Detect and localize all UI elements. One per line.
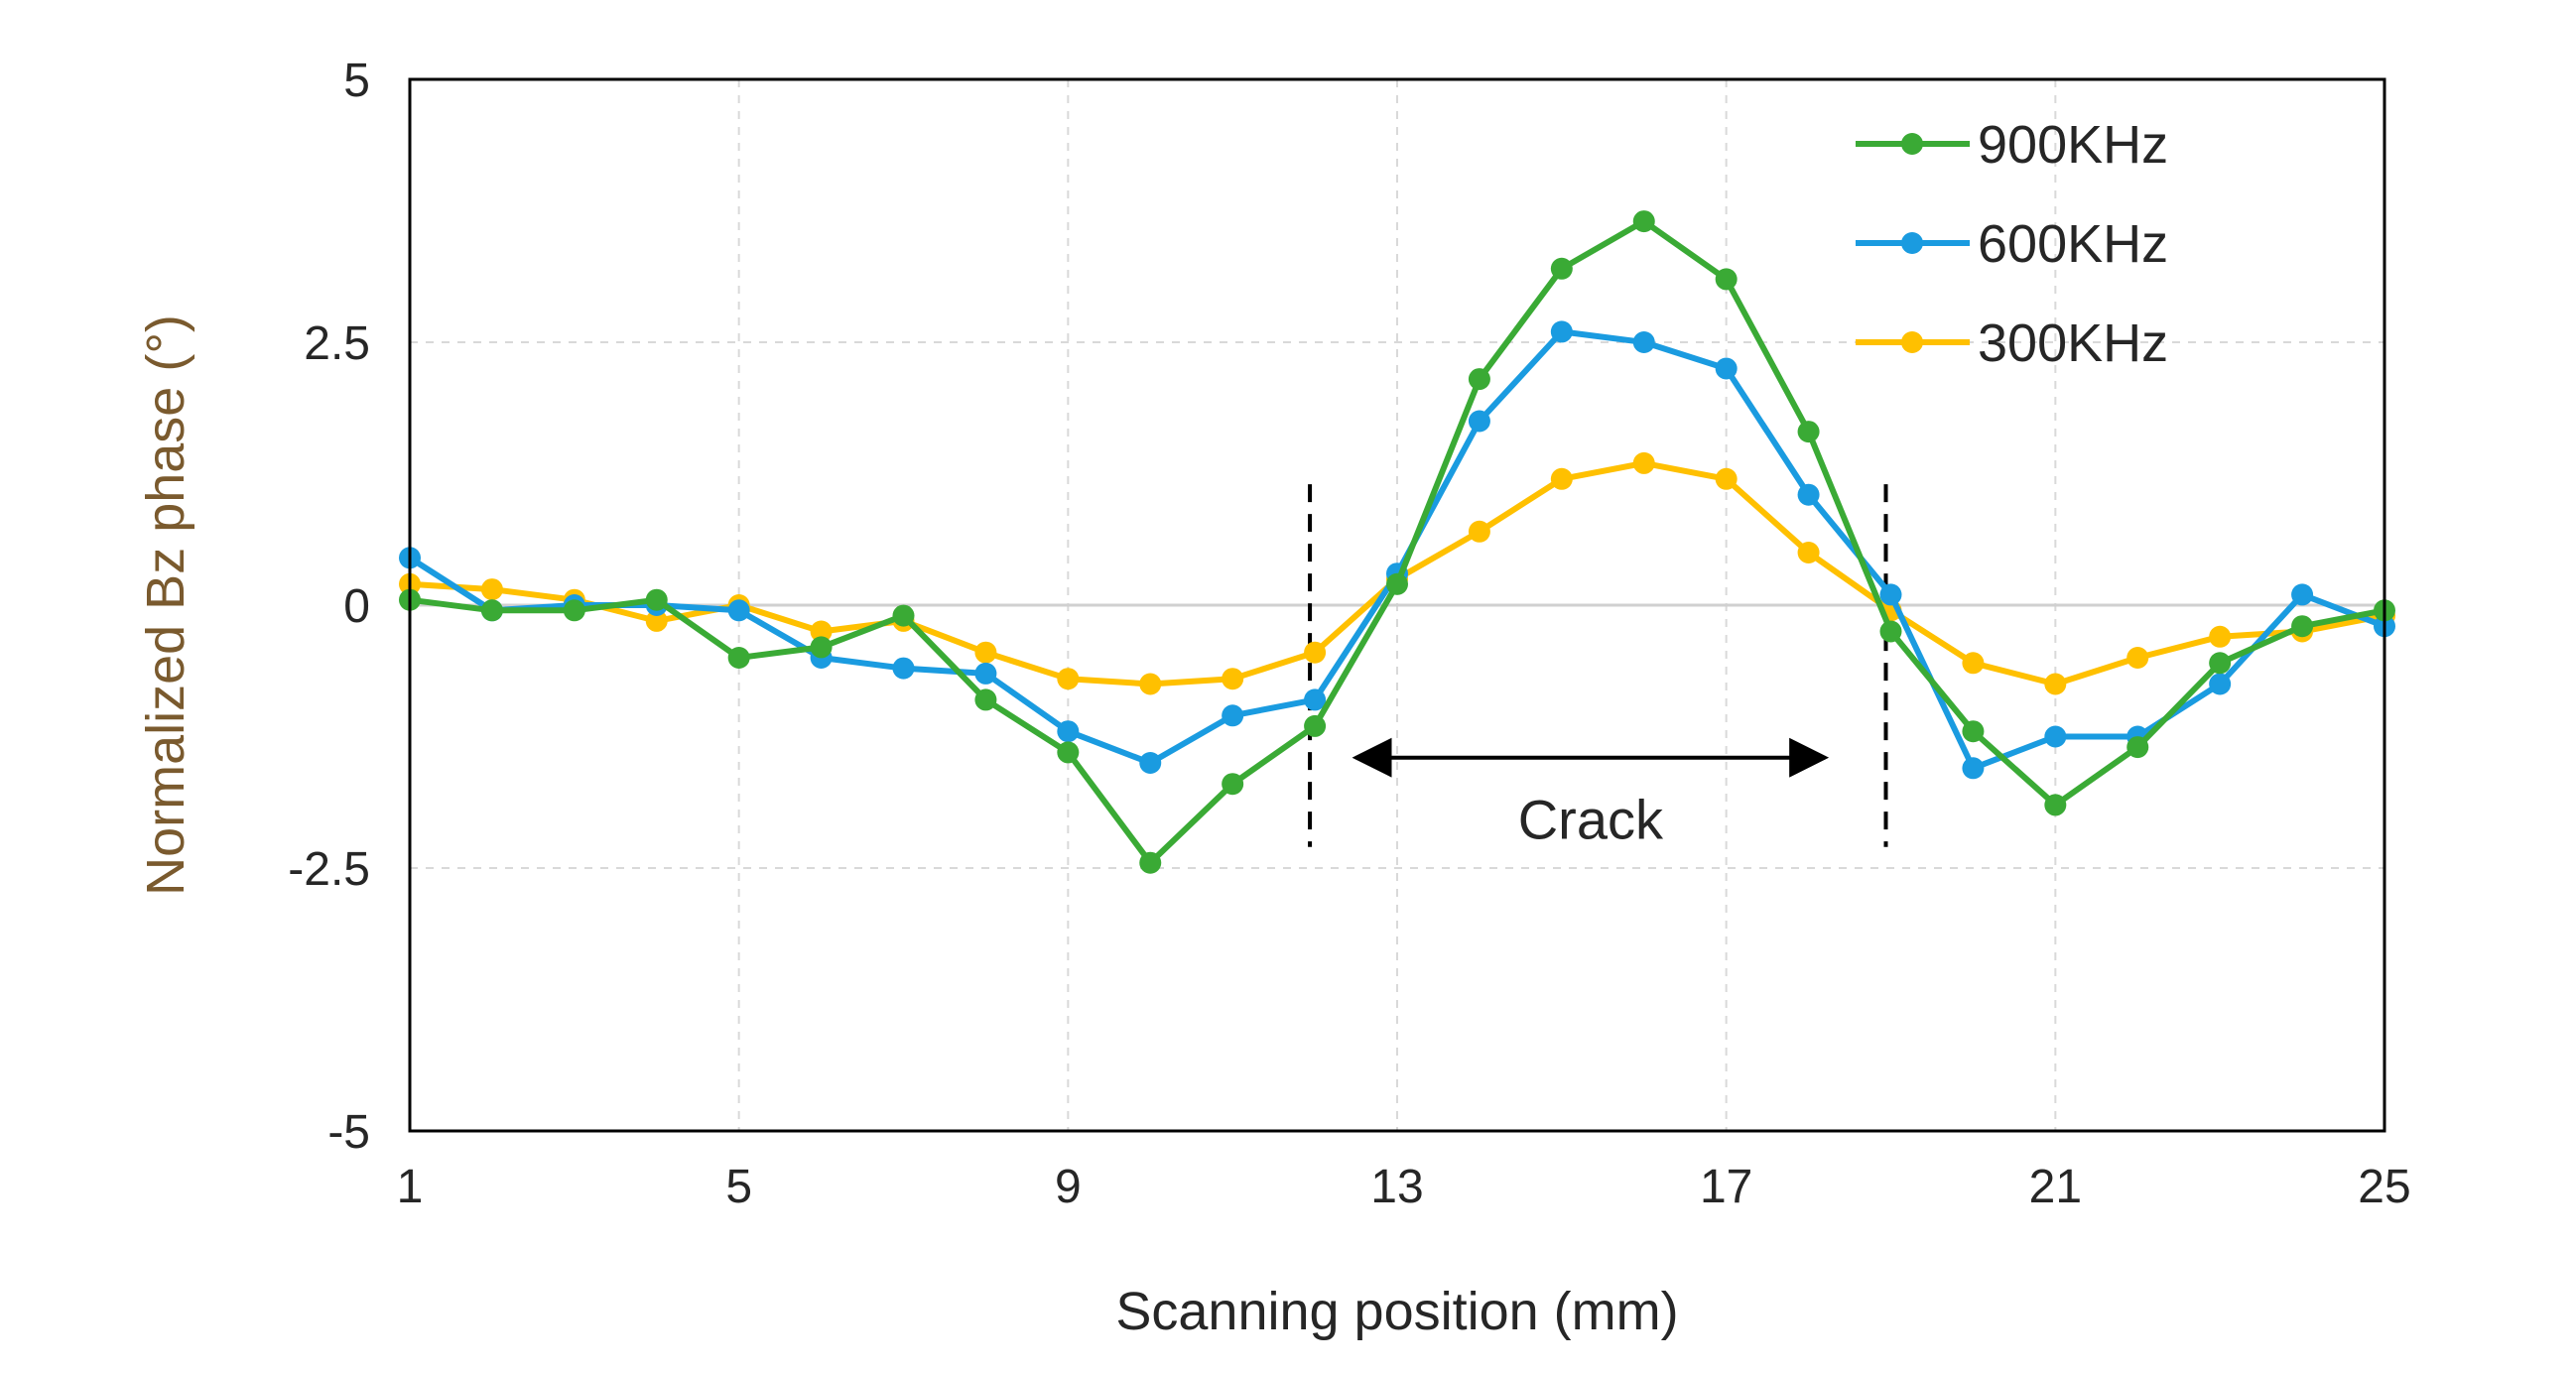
series-900KHz bbox=[399, 210, 2395, 874]
legend-label: 600KHz bbox=[1978, 214, 2168, 274]
data-point bbox=[1797, 542, 1820, 563]
legend-marker bbox=[1901, 133, 1923, 155]
plot-frame bbox=[408, 77, 2386, 1133]
data-point bbox=[1962, 757, 1985, 780]
data-point bbox=[1715, 357, 1738, 380]
data-point bbox=[1057, 741, 1080, 764]
data-point bbox=[2044, 794, 2067, 816]
data-point bbox=[2291, 583, 2314, 606]
data-point bbox=[1057, 668, 1080, 690]
data-point bbox=[1632, 331, 1655, 353]
y-axis-title: Normalized Bz phase (°) bbox=[136, 314, 195, 896]
x-axis-title: Scanning position (mm) bbox=[1115, 1282, 1678, 1341]
data-point bbox=[2209, 652, 2232, 675]
data-point bbox=[1468, 368, 1490, 391]
data-point bbox=[1879, 583, 1902, 606]
data-point bbox=[2126, 647, 2149, 669]
data-point bbox=[1797, 421, 1820, 443]
legend-item-900KHz: 900KHz bbox=[1856, 115, 2168, 175]
data-point bbox=[2044, 725, 2067, 748]
legend-label: 900KHz bbox=[1978, 115, 2168, 175]
data-point bbox=[1139, 752, 1162, 774]
y-tick-label: -2.5 bbox=[288, 843, 370, 896]
legend-item-600KHz: 600KHz bbox=[1856, 214, 2168, 274]
data-point bbox=[2126, 736, 2149, 759]
crack-label: Crack bbox=[1518, 789, 1664, 851]
data-point bbox=[727, 599, 750, 622]
data-point bbox=[1057, 720, 1080, 743]
data-point bbox=[1468, 520, 1490, 543]
data-point bbox=[1222, 704, 1244, 727]
data-point bbox=[1386, 572, 1408, 595]
y-tick-label: 5 bbox=[343, 55, 370, 107]
legend: 900KHz 600KHz 300KHz bbox=[1856, 115, 2168, 373]
legend-marker bbox=[1901, 232, 1923, 254]
data-point bbox=[1632, 451, 1655, 474]
data-point bbox=[810, 636, 833, 659]
x-tick-label: 9 bbox=[1055, 1161, 1082, 1213]
data-point bbox=[480, 578, 503, 601]
data-point bbox=[810, 620, 833, 643]
x-tick-label: 13 bbox=[1370, 1161, 1423, 1213]
y-tick-label: 2.5 bbox=[304, 317, 370, 370]
data-point bbox=[892, 657, 915, 680]
x-tick-label: 21 bbox=[2029, 1161, 2082, 1213]
y-tick-label: 0 bbox=[343, 580, 370, 633]
data-point bbox=[1304, 641, 1327, 664]
data-point bbox=[974, 662, 997, 685]
data-point bbox=[645, 588, 668, 611]
crack-annotation: Crack bbox=[1308, 484, 1888, 851]
data-point bbox=[1715, 467, 1738, 490]
data-point bbox=[1962, 720, 1985, 743]
series-layer bbox=[399, 210, 2395, 874]
data-point bbox=[2044, 673, 2067, 695]
data-point bbox=[480, 599, 503, 622]
tick-labels: 1 5 9 13 17 21 25 5 2.5 0 -2.5 -5 bbox=[288, 55, 2410, 1213]
y-tick-label: -5 bbox=[327, 1106, 370, 1159]
data-point bbox=[892, 604, 915, 627]
x-tick-label: 1 bbox=[397, 1161, 424, 1213]
data-point bbox=[1304, 688, 1327, 711]
data-point bbox=[1222, 668, 1244, 690]
data-point bbox=[974, 641, 997, 664]
data-point bbox=[1715, 268, 1738, 291]
data-point bbox=[1139, 851, 1162, 874]
data-point bbox=[2291, 615, 2314, 638]
data-point bbox=[1550, 320, 1573, 343]
data-point bbox=[2209, 673, 2232, 695]
data-point bbox=[563, 599, 585, 622]
data-point bbox=[1879, 620, 1902, 643]
data-point bbox=[1222, 773, 1244, 796]
data-point bbox=[1550, 467, 1573, 490]
data-point bbox=[1797, 483, 1820, 506]
series-600KHz bbox=[399, 320, 2395, 780]
legend-item-300KHz: 300KHz bbox=[1856, 313, 2168, 373]
data-point bbox=[1304, 714, 1327, 737]
data-point bbox=[1632, 210, 1655, 233]
data-point bbox=[645, 609, 668, 632]
legend-label: 300KHz bbox=[1978, 313, 2168, 373]
data-point bbox=[1468, 410, 1490, 433]
data-point bbox=[727, 647, 750, 669]
x-tick-label: 17 bbox=[1700, 1161, 1752, 1213]
x-tick-label: 25 bbox=[2358, 1161, 2410, 1213]
x-tick-label: 5 bbox=[725, 1161, 752, 1213]
data-point bbox=[1962, 652, 1985, 675]
data-point bbox=[974, 688, 997, 711]
legend-marker bbox=[1901, 331, 1923, 353]
data-point bbox=[1139, 673, 1162, 695]
data-point bbox=[2209, 625, 2232, 648]
data-point bbox=[1550, 257, 1573, 280]
